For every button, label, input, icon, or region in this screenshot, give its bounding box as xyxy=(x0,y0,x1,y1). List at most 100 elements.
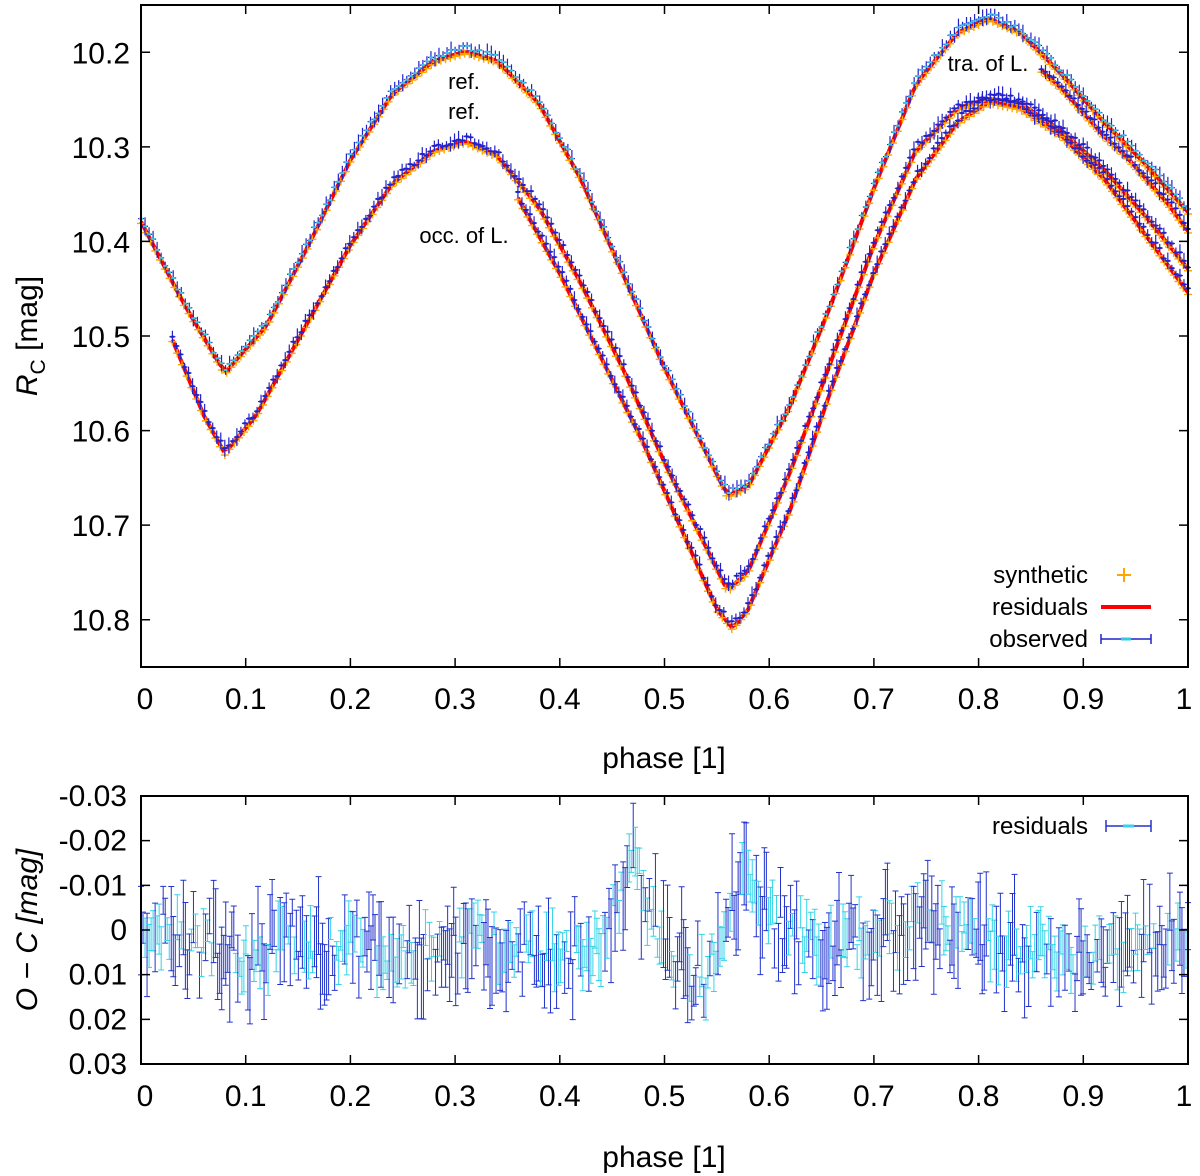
y-tick-label: 10.7 xyxy=(72,510,130,543)
residual-errorbar xyxy=(636,847,643,874)
y-tick-label: -0.02 xyxy=(59,825,127,858)
residuals-ticks: 0 0.1 0.2 0.3 0.4 0.5 0.6 0.7 0.8 0.9 1 -0.03 -0.02 -… xyxy=(59,780,1193,1113)
x-tick-label: 0.5 xyxy=(644,1080,686,1113)
synthetic-point xyxy=(1150,186,1159,195)
synthetic-point xyxy=(173,349,182,358)
synthetic-point xyxy=(1017,106,1026,115)
residual-errorbar xyxy=(936,928,943,970)
residual-errorbar xyxy=(555,931,562,986)
residual-errorbar xyxy=(396,923,403,985)
synthetic-point xyxy=(1146,181,1155,190)
series-upper-reference xyxy=(137,8,1192,501)
x-tick-label: 0.8 xyxy=(958,1080,1000,1113)
synthetic-point xyxy=(1093,170,1102,179)
synthetic-point xyxy=(707,555,716,564)
synthetic-point xyxy=(602,332,611,341)
synthetic-point xyxy=(446,53,455,62)
residual-errorbar xyxy=(400,925,407,949)
synthetic-point xyxy=(1122,206,1131,215)
synthetic-point xyxy=(435,146,444,155)
synthetic-point xyxy=(141,228,150,237)
residuals-ylabel: O − C [mag] xyxy=(11,848,44,1011)
residual-errorbar xyxy=(870,909,877,961)
synthetic-point xyxy=(932,149,941,158)
residual-errorbar xyxy=(775,922,782,982)
x-tick-label: 0.8 xyxy=(958,683,1000,716)
synthetic-point xyxy=(559,249,568,258)
residual-errorbar xyxy=(795,941,802,986)
synthetic-point xyxy=(850,296,859,305)
residuals-data xyxy=(138,802,1191,1025)
synthetic-point xyxy=(289,272,298,281)
residual-errorbar xyxy=(422,909,429,946)
synthetic-point xyxy=(1150,172,1159,181)
y-tick-label: 0.02 xyxy=(69,1003,127,1036)
residual-errorbar xyxy=(743,822,750,911)
x-tick-label: 0.6 xyxy=(748,683,790,716)
synthetic-point xyxy=(974,106,983,115)
synthetic-point xyxy=(626,383,635,392)
light-curve-ticks: 0 0.1 0.2 0.3 0.4 0.5 0.6 0.7 0.8 0.9 1 10.2 10.3 10.… xyxy=(72,5,1192,716)
residual-errorbar xyxy=(652,853,659,927)
residual-errorbar xyxy=(942,916,949,952)
synthetic-point xyxy=(384,97,393,106)
legend-label-residual-errors: residuals xyxy=(992,813,1088,840)
y-tick-label: 0.01 xyxy=(69,959,127,992)
annotation-occultation: occ. of L. xyxy=(419,223,508,248)
residual-errorbar xyxy=(1061,924,1068,991)
residual-errorbar xyxy=(716,926,723,967)
residual-errorbar xyxy=(1170,918,1177,984)
residual-errorbar xyxy=(210,879,217,964)
residual-errorbar xyxy=(769,879,776,924)
residual-errorbar xyxy=(852,904,859,938)
residuals-xlabel: phase [1] xyxy=(602,1141,725,1174)
residual-errorbar xyxy=(783,906,790,969)
x-tick-label: 0.6 xyxy=(748,1080,790,1113)
synthetic-point xyxy=(907,158,916,167)
synthetic-point xyxy=(661,490,670,499)
synthetic-point xyxy=(1036,119,1045,128)
synthetic-point xyxy=(464,140,473,149)
synthetic-point xyxy=(893,190,902,199)
residual-errorbar xyxy=(230,905,237,951)
legend-label-observed: observed xyxy=(989,626,1088,653)
synthetic-point xyxy=(359,224,368,233)
residual-errorbar xyxy=(969,898,976,956)
x-tick-label: 0 xyxy=(137,683,154,716)
synthetic-point xyxy=(208,349,217,358)
residual-errorbar xyxy=(626,833,633,883)
synthetic-point xyxy=(1012,105,1021,114)
synthetic-point xyxy=(1036,50,1045,59)
residuals-line xyxy=(139,17,1190,497)
synthetic-point xyxy=(746,480,755,489)
synthetic-point xyxy=(717,482,726,491)
synthetic-point xyxy=(216,442,225,451)
synthetic-point xyxy=(965,112,974,121)
synthetic-point xyxy=(894,216,903,225)
synthetic-point xyxy=(955,29,964,38)
synthetic-point xyxy=(993,20,1002,29)
light-curve-data xyxy=(137,8,1192,634)
y-tick-label: 0.03 xyxy=(69,1048,127,1081)
residual-errorbar xyxy=(957,896,964,927)
residual-errorbar xyxy=(1047,918,1054,1007)
residual-errorbar xyxy=(519,961,526,997)
residual-errorbar xyxy=(723,898,730,942)
residual-errorbar xyxy=(714,892,721,976)
x-tick-label: 0.1 xyxy=(225,1080,267,1113)
residual-errorbar xyxy=(1178,907,1185,994)
synthetic-point xyxy=(1055,132,1064,141)
residual-errorbar xyxy=(904,893,911,981)
light-curve-xlabel: phase [1] xyxy=(602,742,725,775)
synthetic-point xyxy=(631,301,640,310)
y-tick-label: 10.5 xyxy=(72,321,130,354)
synthetic-point xyxy=(1126,197,1135,206)
residual-errorbar xyxy=(771,928,778,969)
x-tick-label: 1 xyxy=(1176,1080,1193,1113)
synthetic-point xyxy=(566,292,575,301)
y-tick-label: -0.03 xyxy=(59,780,127,813)
residual-errorbar xyxy=(757,886,764,976)
residual-errorbar xyxy=(303,915,310,989)
x-tick-label: 0.3 xyxy=(434,683,476,716)
